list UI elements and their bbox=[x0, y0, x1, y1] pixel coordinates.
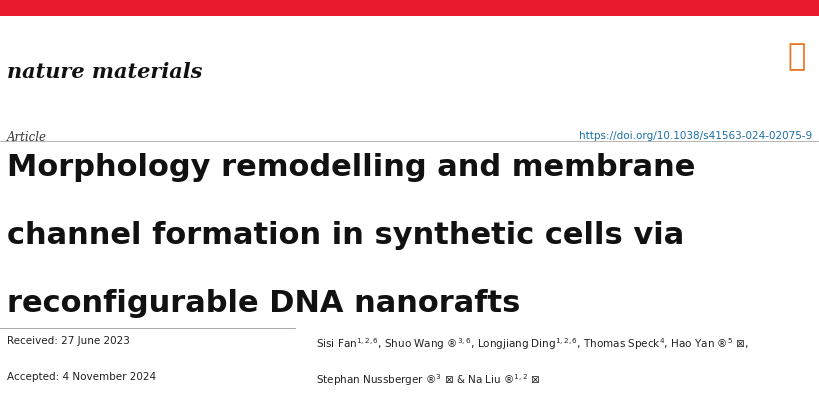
Text: Accepted: 4 November 2024: Accepted: 4 November 2024 bbox=[7, 372, 156, 382]
Text: https://doi.org/10.1038/s41563-024-02075-9: https://doi.org/10.1038/s41563-024-02075… bbox=[578, 131, 811, 141]
Text: channel formation in synthetic cells via: channel formation in synthetic cells via bbox=[7, 221, 683, 250]
Text: nature materials: nature materials bbox=[7, 62, 201, 82]
Text: Sisi Fan$^{1,2,6}$, Shuo Wang $\circledR^{3,6}$, Longjiang Ding$^{1,2,6}$, Thoma: Sisi Fan$^{1,2,6}$, Shuo Wang $\circledR… bbox=[315, 336, 748, 352]
Bar bbox=[0, 6, 819, 16]
Text: Stephan Nussberger $\circledR^{3}$ $\boxtimes$ & Na Liu $\circledR^{1,2}$ $\boxt: Stephan Nussberger $\circledR^{3}$ $\box… bbox=[315, 372, 539, 388]
Text: Article: Article bbox=[7, 131, 47, 144]
Text: Received: 27 June 2023: Received: 27 June 2023 bbox=[7, 336, 129, 346]
Text: Morphology remodelling and membrane: Morphology remodelling and membrane bbox=[7, 153, 694, 182]
Text: reconfigurable DNA nanorafts: reconfigurable DNA nanorafts bbox=[7, 289, 519, 318]
Text: 🔓: 🔓 bbox=[786, 42, 804, 71]
Bar bbox=[0, 0, 819, 6]
